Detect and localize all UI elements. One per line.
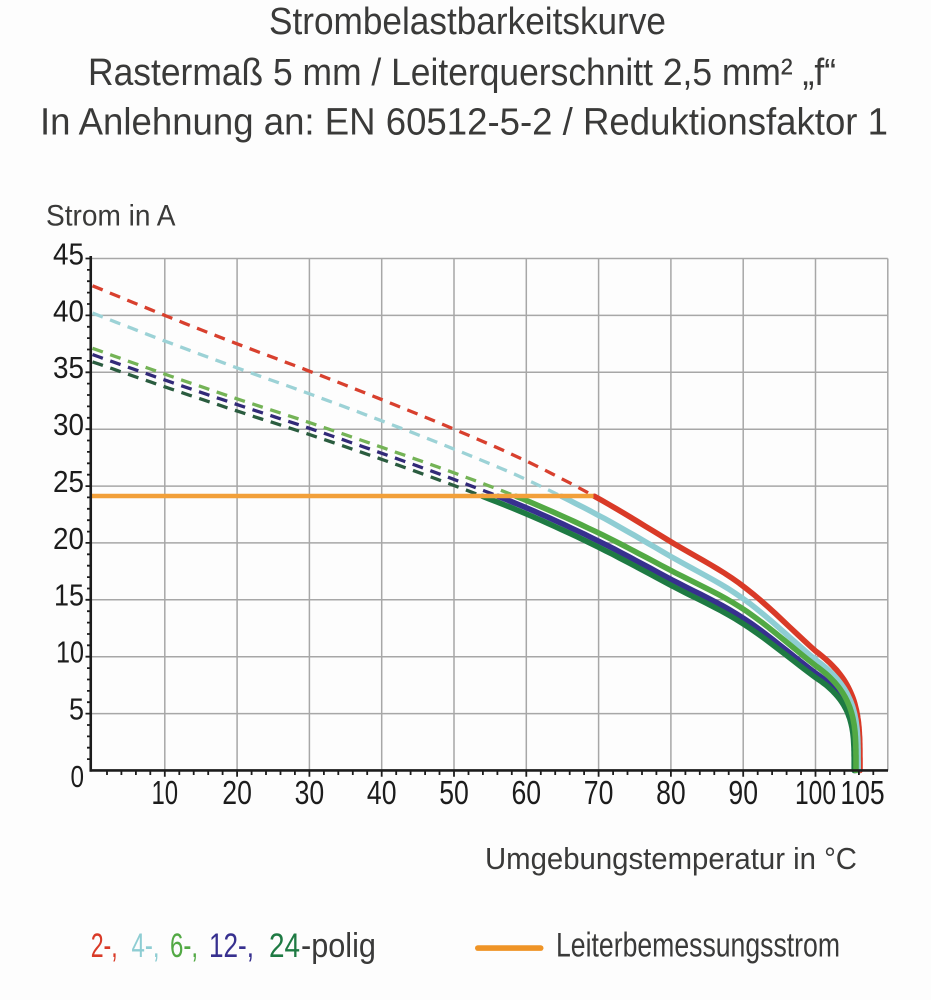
svg-text:70: 70	[584, 775, 614, 812]
svg-text:100: 100	[795, 775, 836, 812]
svg-text:45: 45	[53, 236, 84, 271]
svg-text:10: 10	[56, 635, 84, 670]
svg-text:4-,: 4-,	[132, 927, 160, 965]
svg-text:90: 90	[728, 775, 758, 812]
svg-text:60: 60	[512, 775, 542, 812]
svg-text:Strom in A: Strom in A	[46, 200, 176, 233]
svg-text:30: 30	[53, 407, 84, 442]
svg-text:In Anlehnung an: EN 60512-5-2: In Anlehnung an: EN 60512-5-2 / Reduktio…	[40, 102, 888, 144]
svg-text:40: 40	[53, 293, 84, 328]
svg-text:Strombelastbarkeitskurve: Strombelastbarkeitskurve	[269, 1, 666, 43]
svg-text:Leiterbemessungsstrom: Leiterbemessungsstrom	[556, 926, 840, 964]
svg-text:24: 24	[269, 927, 300, 965]
svg-text:0: 0	[71, 759, 85, 794]
svg-text:Umgebungstemperatur in °C: Umgebungstemperatur in °C	[485, 841, 857, 876]
svg-text:5: 5	[69, 692, 84, 727]
svg-text:30: 30	[295, 775, 325, 812]
svg-text:Rastermaß 5 mm / Leiterquersch: Rastermaß 5 mm / Leiterquerschnitt 2,5 m…	[88, 52, 836, 94]
svg-text:25: 25	[53, 464, 84, 499]
svg-text:10: 10	[152, 775, 179, 812]
svg-text:20: 20	[222, 775, 252, 812]
svg-text:2-,: 2-,	[91, 927, 118, 965]
svg-text:80: 80	[656, 775, 686, 812]
svg-text:50: 50	[439, 775, 469, 812]
svg-text:15: 15	[54, 578, 84, 613]
svg-text:6-,: 6-,	[170, 927, 198, 965]
svg-text:-polig: -polig	[301, 927, 376, 965]
svg-text:12-,: 12-,	[209, 927, 254, 965]
svg-text:105: 105	[840, 775, 884, 812]
svg-text:40: 40	[367, 775, 397, 812]
svg-text:35: 35	[53, 350, 84, 385]
svg-text:20: 20	[53, 521, 84, 556]
